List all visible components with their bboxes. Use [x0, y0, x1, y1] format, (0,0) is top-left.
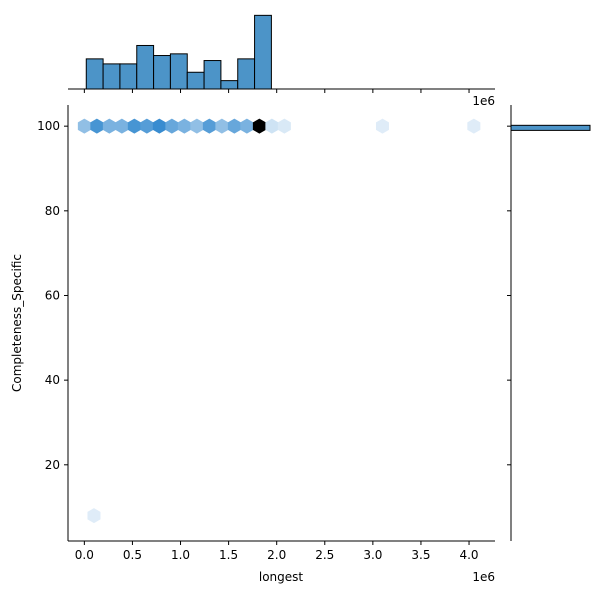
x-tick-label: 3.0: [363, 548, 382, 562]
top-hist-bar: [186, 71, 205, 90]
hexbin-cell: [277, 118, 291, 134]
x-tick-label: 2.5: [315, 548, 334, 562]
hexbin-cell: [140, 118, 154, 134]
hexbin-cell: [177, 118, 191, 134]
hexbin-cell: [90, 118, 104, 134]
x-tick-label: 1.5: [219, 548, 238, 562]
hexbin-cell: [240, 118, 254, 134]
hexbin-cell: [87, 508, 101, 524]
top-axis-offset-label: 1e6: [472, 94, 495, 108]
hexbin-cell: [77, 118, 91, 134]
hexbin-cell: [215, 118, 229, 134]
top-hist-bar: [169, 53, 188, 90]
hexbin-cell: [227, 118, 241, 134]
marginal-y-histogram: [507, 105, 591, 541]
hexbin-cell: [252, 118, 266, 134]
x-axis-label: longest: [259, 570, 304, 584]
x-tick-label: 3.5: [411, 548, 430, 562]
hexbin-cell: [202, 118, 216, 134]
top-hist-bar: [220, 80, 239, 90]
x-tick-label: 2.0: [267, 548, 286, 562]
hexbin-cell: [375, 118, 389, 134]
hexbin-cell: [152, 118, 166, 134]
top-hist-bar: [254, 14, 272, 90]
top-hist-bar: [136, 44, 155, 90]
hexbin-cell: [127, 118, 141, 134]
x-tick-label: 1.0: [171, 548, 190, 562]
x-axis: 0.0 0.5 1.0 1.5 2.0 2.5 3.0 3.5 4.0: [68, 540, 495, 562]
top-hist-bar: [85, 58, 104, 90]
hexbin-cell: [467, 118, 481, 134]
hexbin-cell: [102, 118, 116, 134]
y-tick-label: 100: [37, 119, 60, 133]
y-axis-label: Completeness_Specific: [10, 254, 24, 392]
y-tick-label: 40: [45, 373, 60, 387]
y-axis: 20 40 60 80 100: [37, 105, 69, 541]
hexbin-cell: [190, 118, 204, 134]
y-tick-label: 80: [45, 204, 60, 218]
y-tick-label: 60: [45, 288, 60, 302]
x-tick-label: 0.5: [123, 548, 142, 562]
top-hist-bar: [237, 58, 256, 90]
top-hist-bar: [203, 60, 222, 90]
hexbin-cell: [115, 118, 129, 134]
hexbin-plot-area: [77, 118, 481, 524]
right-hist-bar: [510, 124, 591, 131]
top-hist-bar: [102, 63, 121, 90]
hexbin-cell: [165, 118, 179, 134]
x-tick-label: 4.0: [459, 548, 478, 562]
marginal-x-histogram: [68, 14, 495, 93]
top-hist-bar: [119, 63, 138, 90]
x-axis-offset-label: 1e6: [472, 570, 495, 584]
hexbin-cell: [265, 118, 279, 134]
top-hist-bar: [153, 55, 171, 90]
x-tick-label: 0.0: [75, 548, 94, 562]
y-tick-label: 20: [45, 458, 60, 472]
